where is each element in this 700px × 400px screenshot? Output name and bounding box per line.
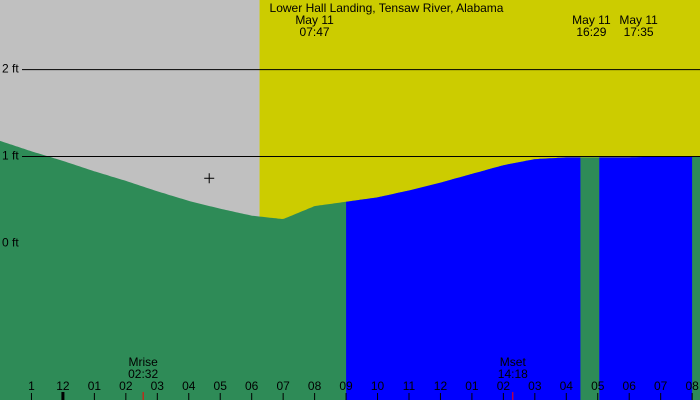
x-tick-label: 06 [623, 379, 637, 393]
moon-event-name: Mrise [128, 355, 158, 369]
x-tick-label: 01 [465, 379, 479, 393]
x-tick-label: 07 [654, 379, 668, 393]
x-tick-label: 08 [685, 379, 699, 393]
marker-layer [204, 173, 215, 184]
x-tick-label: 05 [214, 379, 228, 393]
event-date-label: May 11 [619, 13, 658, 27]
x-tick-label: 12 [56, 379, 70, 393]
x-tick-label: 03 [151, 379, 165, 393]
x-tick-label: 04 [182, 379, 196, 393]
x-tick-label: 03 [528, 379, 542, 393]
x-tick-label: 01 [88, 379, 102, 393]
x-tick-label: 12 [434, 379, 448, 393]
x-tick-label: 1 [28, 379, 35, 393]
top-event-labels: Lower Hall Landing, Tensaw River, Alabam… [270, 1, 659, 39]
event-date-label: May 11 [572, 13, 611, 27]
event-time-label: 16:29 [576, 25, 606, 39]
chart-title: Lower Hall Landing, Tensaw River, Alabam… [270, 1, 504, 15]
moon-event-time: 14:18 [498, 367, 528, 381]
event-time-label: 07:47 [300, 25, 330, 39]
x-tick-label: 06 [245, 379, 259, 393]
flood-layer [346, 156, 693, 400]
grid-layer [22, 69, 700, 158]
moon-event-time: 02:32 [128, 367, 158, 381]
x-tick-labels: 1 12 01 02 03 04 05 06 07 08 09 10 11 12 01 02 03 04 05 06 0… [28, 379, 699, 400]
x-tick-label: 07 [276, 379, 290, 393]
x-tick-label: 09 [339, 379, 353, 393]
event-date-label: May 11 [295, 13, 334, 27]
y-tick-label: 2 ft [2, 62, 19, 76]
x-tick-label: 11 [403, 379, 416, 393]
x-tick-label: 10 [371, 379, 385, 393]
moon-event-name: Mset [500, 355, 527, 369]
x-tick-label: 02 [119, 379, 133, 393]
x-tick-label: 05 [591, 379, 605, 393]
x-tick-label: 02 [497, 379, 511, 393]
y-tick-labels: 2 ft 1 ft 0 ft [2, 62, 19, 250]
flood-interval-0 [346, 157, 581, 400]
y-tick-label: 0 ft [2, 235, 19, 249]
x-tick-label: 08 [308, 379, 322, 393]
event-time-label: 17:35 [624, 25, 654, 39]
flood-interval-1 [599, 156, 693, 400]
x-tick-label: 04 [560, 379, 574, 393]
y-tick-label: 1 ft [2, 149, 19, 163]
